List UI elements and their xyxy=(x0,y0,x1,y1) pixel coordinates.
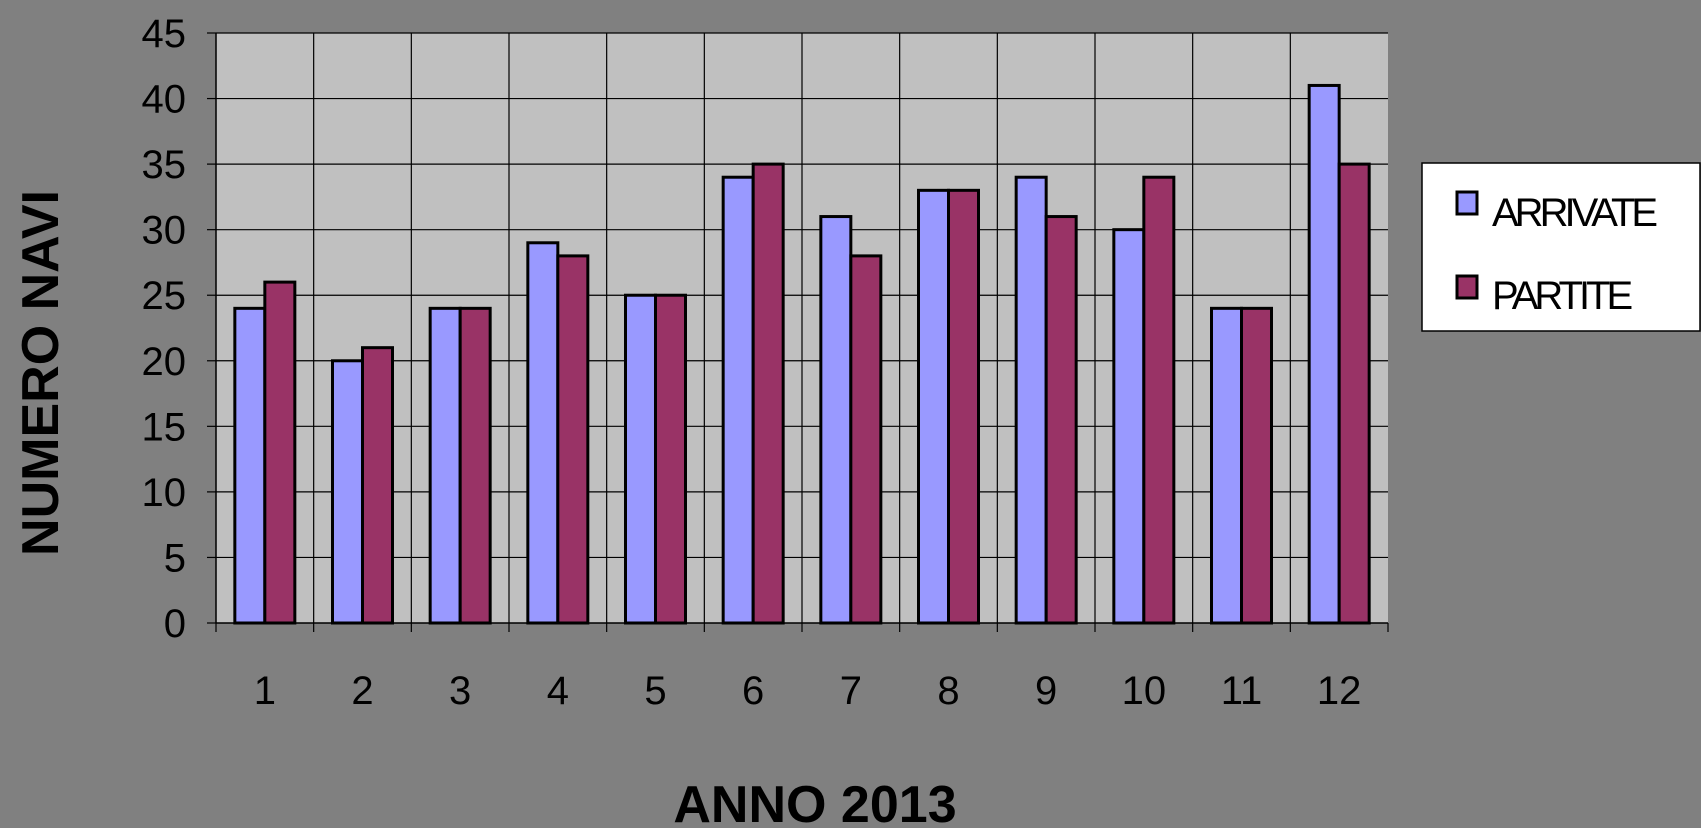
x-tick-label: 4 xyxy=(547,669,569,713)
bar-arrivate-1 xyxy=(233,306,267,625)
y-tick-label: 25 xyxy=(142,274,187,318)
y-tick-label: 35 xyxy=(142,143,187,187)
x-tick-label: 2 xyxy=(351,669,373,713)
y-tick-label: 20 xyxy=(142,340,187,384)
bar-arrivate-8 xyxy=(917,188,950,625)
x-tick-label: 10 xyxy=(1122,669,1167,713)
y-axis-title: NUMERO NAVI xyxy=(12,190,70,556)
y-tick-label: 40 xyxy=(142,78,187,122)
x-tick-labels: 1 2 3 4 5 6 7 8 9 10 11 12 xyxy=(254,669,1362,713)
bar-arrivate-6 xyxy=(721,175,755,625)
legend-swatch-partite xyxy=(1455,274,1479,300)
x-tick-label: 7 xyxy=(840,669,862,713)
y-tick-label: 15 xyxy=(142,405,187,449)
bar-partite-8 xyxy=(947,188,980,625)
y-tick-label: 0 xyxy=(164,602,186,646)
x-tick-label: 11 xyxy=(1221,669,1263,713)
legend-swatch-arrivate xyxy=(1455,190,1479,216)
bars xyxy=(233,83,1371,625)
x-tick-label: 6 xyxy=(742,669,764,713)
y-tick-labels: 0 5 10 15 20 25 30 35 40 45 xyxy=(142,12,187,646)
legend: ARRIVATE PARTITE xyxy=(1421,162,1701,332)
bar-partite-6 xyxy=(751,162,785,625)
x-tick-label: 1 xyxy=(254,669,276,713)
y-tick-label: 45 xyxy=(142,12,187,56)
bar-partite-11 xyxy=(1240,306,1273,625)
bar-partite-2 xyxy=(361,346,394,625)
x-tick-label: 5 xyxy=(644,669,666,713)
gridlines xyxy=(216,32,1388,623)
legend-label-arrivate: ARRIVATE xyxy=(1492,191,1656,235)
bar-arrivate-11 xyxy=(1210,306,1243,625)
bar-partite-9 xyxy=(1044,215,1078,625)
bar-partite-1 xyxy=(263,280,297,625)
bar-partite-5 xyxy=(654,293,687,625)
y-tick-label: 30 xyxy=(142,209,187,253)
y-tick-label: 5 xyxy=(164,536,186,580)
axes xyxy=(207,32,1389,632)
bar-partite-10 xyxy=(1142,175,1176,625)
bar-arrivate-3 xyxy=(428,306,462,625)
bar-partite-3 xyxy=(458,306,492,625)
bar-arrivate-5 xyxy=(624,293,657,625)
legend-label-partite: PARTITE xyxy=(1492,274,1632,318)
x-tick-label: 3 xyxy=(449,669,471,713)
bar-arrivate-9 xyxy=(1014,175,1048,625)
bar-arrivate-4 xyxy=(526,241,560,625)
x-tick-label: 8 xyxy=(937,669,959,713)
x-tick-label: 12 xyxy=(1317,669,1362,713)
x-tick-label: 9 xyxy=(1035,669,1057,713)
bar-arrivate-2 xyxy=(331,359,364,625)
bar-arrivate-12 xyxy=(1307,83,1341,625)
y-tick-label: 10 xyxy=(142,471,187,515)
bar-partite-12 xyxy=(1337,162,1371,625)
bar-partite-7 xyxy=(849,254,883,625)
bar-partite-4 xyxy=(556,254,590,625)
bar-arrivate-7 xyxy=(819,215,853,625)
bar-arrivate-10 xyxy=(1112,228,1146,625)
x-axis-title: ANNO 2013 xyxy=(673,776,956,828)
